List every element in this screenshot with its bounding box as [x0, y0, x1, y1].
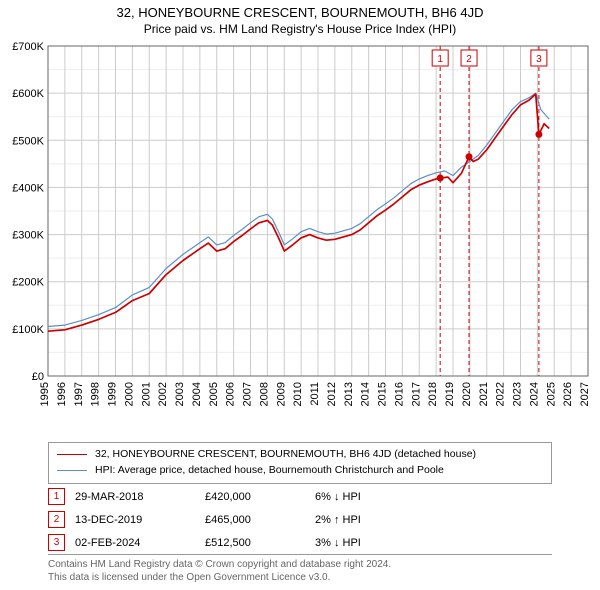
x-tick-label: 2013	[343, 382, 355, 406]
callout-badge-text: 2	[466, 54, 472, 65]
x-tick-label: 2006	[225, 382, 237, 406]
marker-badge: 1	[48, 488, 65, 505]
chart-subtitle: Price paid vs. HM Land Registry's House …	[0, 22, 600, 36]
x-tick-label: 2017	[410, 382, 422, 406]
x-tick-label: 2003	[174, 382, 186, 406]
chart-container: 32, HONEYBOURNE CRESCENT, BOURNEMOUTH, B…	[0, 0, 600, 590]
marker-date: 02-FEB-2024	[75, 537, 195, 549]
y-tick-label: £300K	[12, 230, 44, 242]
y-tick-label: £700K	[12, 41, 44, 53]
marker-badge: 3	[48, 534, 65, 551]
marker-delta: 2% ↑ HPI	[315, 514, 361, 526]
marker-price: £512,500	[205, 537, 305, 549]
sale-point-marker	[466, 153, 473, 160]
x-tick-label: 2022	[495, 382, 507, 406]
x-tick-label: 1996	[56, 382, 68, 406]
legend-row: 32, HONEYBOURNE CRESCENT, BOURNEMOUTH, B…	[57, 447, 543, 463]
x-tick-label: 2008	[258, 382, 270, 406]
sale-point-marker	[437, 175, 444, 182]
x-tick-label: 2001	[140, 382, 152, 406]
x-tick-label: 2019	[444, 382, 456, 406]
x-tick-label: 2014	[360, 382, 372, 406]
legend-swatch	[57, 454, 87, 455]
x-tick-label: 2015	[377, 382, 389, 406]
callout-badge-text: 3	[536, 54, 542, 65]
legend-label: HPI: Average price, detached house, Bour…	[95, 463, 444, 479]
marker-row: 1 29-MAR-2018 £420,000 6% ↓ HPI	[48, 488, 552, 505]
marker-badge: 2	[48, 511, 65, 528]
x-tick-label: 2011	[309, 382, 321, 406]
marker-delta: 6% ↓ HPI	[315, 491, 361, 503]
x-tick-label: 2005	[208, 382, 220, 406]
line-chart: £0 £100K £200K £300K £400K £500K £600K £700K 199…	[0, 38, 600, 438]
y-tick-label: £0	[32, 371, 44, 383]
marker-date: 13-DEC-2019	[75, 514, 195, 526]
x-tick-label: 2009	[275, 382, 287, 406]
legend-label: 32, HONEYBOURNE CRESCENT, BOURNEMOUTH, B…	[95, 447, 476, 463]
x-tick-label: 1997	[73, 382, 85, 406]
x-tick-label: 2025	[545, 382, 557, 406]
y-tick-label: £600K	[12, 88, 44, 100]
y-tick-label: £200K	[12, 277, 44, 289]
y-tick-label: £100K	[12, 324, 44, 336]
x-tick-label: 2010	[292, 382, 304, 406]
x-tick-label: 2000	[123, 382, 135, 406]
footer-line-2: This data is licensed under the Open Gov…	[48, 571, 552, 584]
footer-line-1: Contains HM Land Registry data © Crown c…	[48, 558, 552, 571]
legend-swatch	[57, 470, 87, 471]
x-tick-label: 1999	[107, 382, 119, 406]
sale-point-marker	[535, 131, 542, 138]
x-tick-label: 2021	[478, 382, 490, 406]
x-tick-label: 2027	[579, 382, 591, 406]
marker-row: 3 02-FEB-2024 £512,500 3% ↓ HPI	[48, 534, 552, 551]
x-tick-label: 2012	[326, 382, 338, 406]
marker-date: 29-MAR-2018	[75, 491, 195, 503]
legend: 32, HONEYBOURNE CRESCENT, BOURNEMOUTH, B…	[48, 442, 552, 484]
x-tick-label: 2023	[512, 382, 524, 406]
callout-badge-text: 1	[437, 54, 443, 65]
legend-row: HPI: Average price, detached house, Bour…	[57, 463, 543, 479]
x-tick-label: 2018	[427, 382, 439, 406]
marker-row: 2 13-DEC-2019 £465,000 2% ↑ HPI	[48, 511, 552, 528]
footer: Contains HM Land Registry data © Crown c…	[48, 554, 552, 584]
markers-table: 1 29-MAR-2018 £420,000 6% ↓ HPI 2 13-DEC-2019…	[48, 488, 552, 557]
x-tick-label: 2016	[393, 382, 405, 406]
x-tick-label: 2002	[157, 382, 169, 406]
y-tick-label: £500K	[12, 135, 44, 147]
marker-delta: 3% ↓ HPI	[315, 537, 361, 549]
x-tick-label: 2004	[191, 382, 203, 406]
x-tick-label: 1995	[39, 382, 51, 406]
chart-title: 32, HONEYBOURNE CRESCENT, BOURNEMOUTH, B…	[0, 5, 600, 20]
marker-price: £420,000	[205, 491, 305, 503]
x-tick-label: 1998	[90, 382, 102, 406]
x-tick-label: 2020	[461, 382, 473, 406]
marker-price: £465,000	[205, 514, 305, 526]
x-tick-label: 2026	[562, 382, 574, 406]
x-tick-label: 2007	[242, 382, 254, 406]
x-tick-label: 2024	[528, 382, 540, 406]
y-tick-label: £400K	[12, 182, 44, 194]
